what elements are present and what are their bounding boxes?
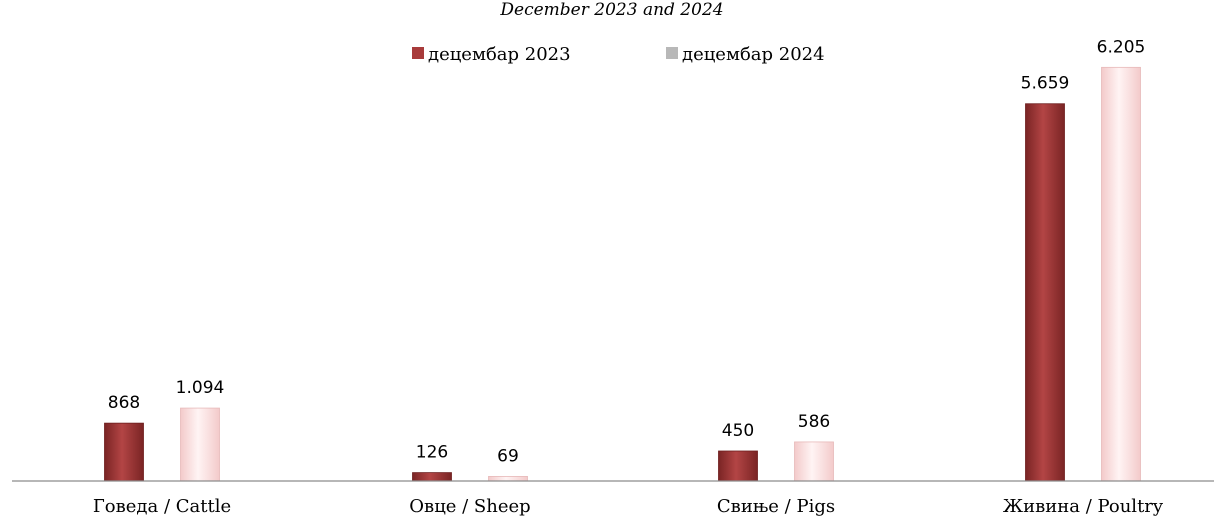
bar-cattle-2024 <box>180 407 220 482</box>
data-label-sheep-2024: 69 <box>497 446 519 466</box>
category-labels: Говеда / Cattle Овце / Sheep Свиње / Pig… <box>93 496 1164 517</box>
bar-poultry-2024 <box>1101 66 1141 482</box>
legend-swatch-2024 <box>666 47 678 59</box>
legend-label-2024: децембар 2024 <box>682 44 825 65</box>
data-label-cattle-2024: 1.094 <box>176 378 225 398</box>
data-label-pigs-2024: 586 <box>798 412 830 432</box>
bar-sheep-2024 <box>488 475 528 482</box>
chart-subtitle: December 2023 and 2024 <box>499 0 723 20</box>
bar-cattle-2023 <box>104 422 144 482</box>
category-label-cattle: Говеда / Cattle <box>93 496 231 517</box>
bar-pigs-2023 <box>718 450 758 482</box>
legend-label-2023: децембар 2023 <box>428 44 571 65</box>
bar-poultry-2023 <box>1025 103 1065 482</box>
legend: децембар 2023 децембар 2024 <box>412 44 825 65</box>
category-label-pigs: Свиње / Pigs <box>717 496 835 517</box>
data-label-cattle-2023: 868 <box>108 393 140 413</box>
data-label-pigs-2023: 450 <box>722 421 754 441</box>
bar-sheep-2023 <box>412 472 452 482</box>
data-label-poultry-2023: 5.659 <box>1021 74 1070 94</box>
data-label-poultry-2024: 6.205 <box>1097 37 1146 57</box>
category-label-poultry: Живина / Poultry <box>1003 496 1164 517</box>
category-label-sheep: Овце / Sheep <box>409 496 530 517</box>
data-label-sheep-2023: 126 <box>416 443 448 463</box>
bar-pigs-2024 <box>794 441 834 482</box>
legend-swatch-2023 <box>412 47 424 59</box>
data-labels-group: 868 126 450 5.659 1.094 69 586 6.205 <box>108 37 1146 466</box>
bars-group <box>104 66 1141 482</box>
